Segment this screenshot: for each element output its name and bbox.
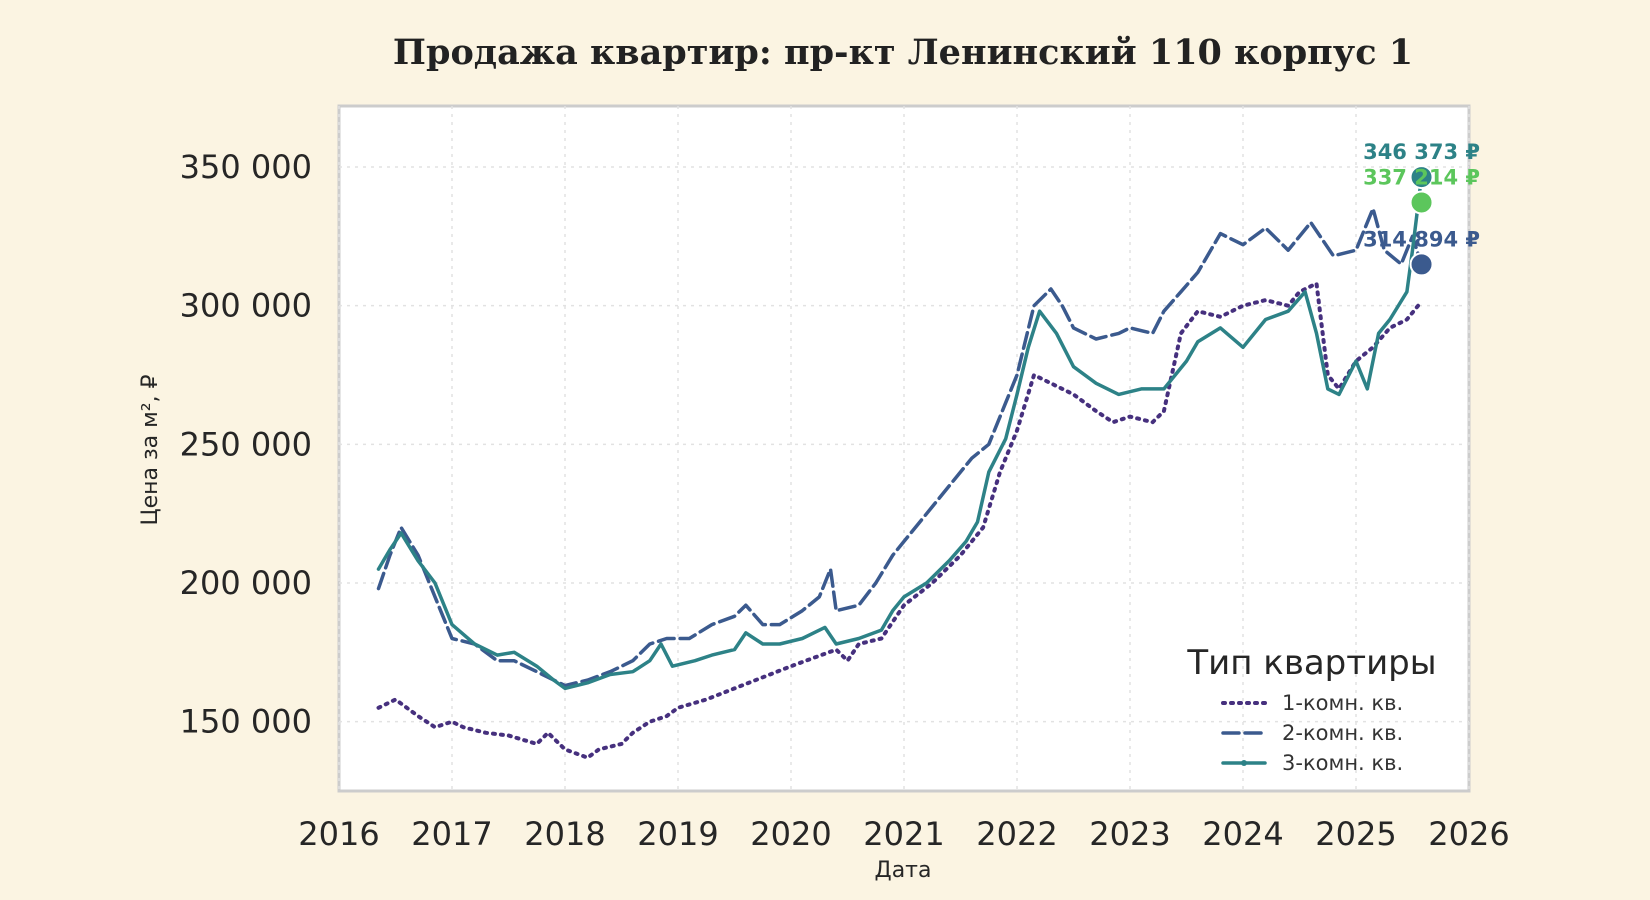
legend-item-label: 1-комн. кв.	[1282, 691, 1403, 715]
end-markers: 314 894 ₽ 346 373 ₽337 214 ₽	[1363, 140, 1480, 277]
end-value-label: 337 214 ₽	[1363, 165, 1480, 189]
x-tick-label: 2019	[637, 815, 718, 853]
y-tick-label: 350 000	[180, 148, 312, 186]
x-tick-label: 2017	[411, 815, 492, 853]
x-tick-label: 2016	[298, 815, 379, 853]
series-line-3	[376, 175, 1424, 691]
x-tick-label: 2021	[863, 815, 944, 853]
legend: Тип квартиры 1-комн. кв. 2-комн. кв. 3-ком…	[1186, 643, 1436, 775]
x-tick-label: 2024	[1202, 815, 1283, 853]
series-line-1	[376, 281, 1421, 760]
y-tick-label: 300 000	[180, 287, 312, 325]
plot-frame	[337, 104, 1471, 793]
series-lines	[376, 175, 1424, 760]
x-tick-label: 2018	[524, 815, 605, 853]
x-tick-label: 2025	[1315, 815, 1396, 853]
x-axis-ticks: 2016 2017 2018 2019 2020 2021 2022 2023 2024 2025…	[298, 815, 1509, 853]
chart-title: Продажа квартир: пр-кт Ленинский 110 кор…	[393, 32, 1413, 73]
grid	[338, 106, 1470, 791]
y-axis-ticks: 150 000 200 000 250 000 300 000 350 000	[180, 148, 312, 741]
y-axis-label: Цена за м², ₽	[138, 374, 163, 525]
legend-item-label: 2-комн. кв.	[1282, 721, 1403, 745]
x-tick-label: 2026	[1428, 815, 1509, 853]
end-point-marker	[1409, 165, 1434, 190]
x-axis-label: Дата	[875, 858, 932, 883]
end-value-label: 314 894 ₽	[1363, 227, 1480, 251]
y-tick-label: 200 000	[180, 564, 312, 602]
legend-title: Тип квартиры	[1186, 643, 1436, 683]
legend-item-label: 3-комн. кв.	[1282, 751, 1403, 775]
legend-swatch-dot	[1241, 760, 1247, 766]
end-point-marker	[1409, 252, 1434, 277]
x-tick-label: 2023	[1089, 815, 1170, 853]
y-tick-label: 250 000	[180, 425, 312, 463]
end-value-label: 346 373 ₽	[1363, 140, 1480, 164]
end-point-marker	[1409, 190, 1434, 215]
x-tick-label: 2020	[750, 815, 831, 853]
y-tick-label: 150 000	[180, 703, 312, 741]
x-tick-label: 2022	[976, 815, 1057, 853]
